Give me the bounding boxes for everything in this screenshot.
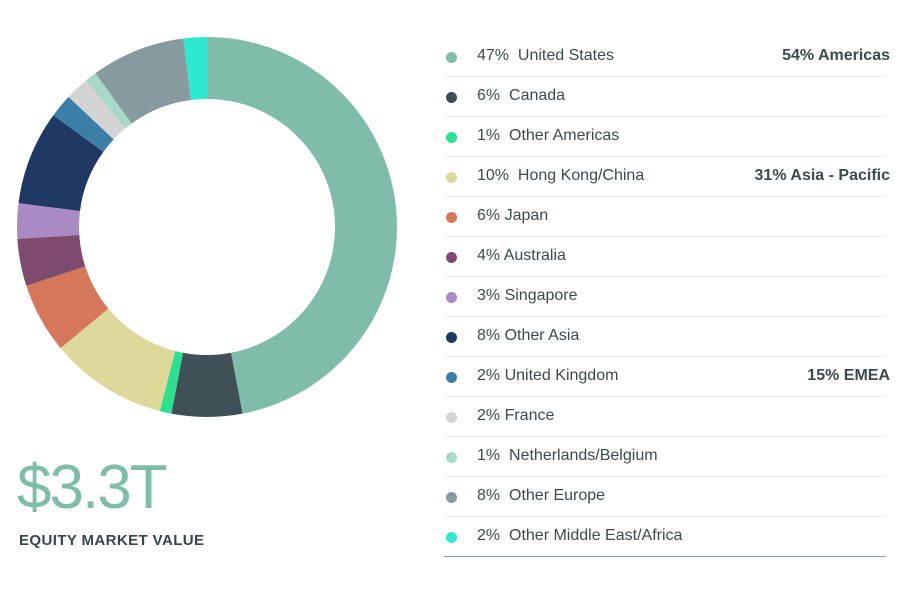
legend-label: 2% Other Middle East/Africa <box>477 527 683 544</box>
legend-dot-icon <box>446 292 457 303</box>
legend-item: 6% Canada <box>444 77 886 117</box>
legend-item: 10% Hong Kong/China 31% Asia - Pacific <box>444 157 890 197</box>
donut-slice <box>60 308 176 412</box>
legend-dot-icon <box>446 52 457 63</box>
donut-slice <box>183 37 207 101</box>
donut-slice <box>68 80 126 140</box>
legend-label: 1% Other Americas <box>477 127 620 144</box>
region-total-label: 31% Asia - Pacific <box>754 167 890 184</box>
region-total-label: 15% EMEA <box>807 367 890 384</box>
legend-item: 2% Other Middle East/Africa <box>444 517 886 557</box>
legend-dot-icon <box>446 412 457 423</box>
legend-item: 1% Other Americas <box>444 117 886 157</box>
legend-item: 3% Singapore <box>444 277 886 317</box>
donut-slice <box>95 38 191 124</box>
legend-dot-icon <box>446 332 457 343</box>
legend-label: 1% Netherlands/Belgium <box>477 447 658 464</box>
legend-dot-icon <box>446 252 457 263</box>
donut-slice <box>159 350 184 414</box>
donut-slice <box>17 203 81 239</box>
legend-item: 2% France <box>444 397 886 437</box>
donut-slice <box>53 96 114 152</box>
legend-dot-icon <box>446 492 457 503</box>
donut-slice <box>17 235 86 286</box>
legend-label: 8% Other Asia <box>477 327 580 344</box>
legend-label: 2% United Kingdom <box>477 367 619 384</box>
legend-item: 8% Other Europe <box>444 477 886 517</box>
total-value: $3.3T <box>17 453 168 522</box>
legend-item: 47% United States 54% Americas <box>444 37 890 77</box>
legend-item: 4% Australia <box>444 237 886 277</box>
legend-label: 6% Canada <box>477 87 566 104</box>
donut-svg <box>17 37 398 418</box>
legend-item: 6% Japan <box>444 197 886 237</box>
legend-dot-icon <box>446 452 457 463</box>
legend-dot-icon <box>446 132 457 143</box>
legend-dot-icon <box>446 532 457 543</box>
legend-label: 10% Hong Kong/China <box>477 167 645 184</box>
donut-slice <box>171 352 243 418</box>
legend-label: 4% Australia <box>477 247 566 264</box>
total-caption: EQUITY MARKET VALUE <box>19 532 205 549</box>
legend-item: 8% Other Asia <box>444 317 886 357</box>
legend-item: 2% United Kingdom 15% EMEA <box>444 357 890 397</box>
legend-label: 2% France <box>477 407 555 424</box>
legend-label: 3% Singapore <box>477 287 578 304</box>
legend-dot-icon <box>446 372 457 383</box>
region-total-label: 54% Americas <box>782 47 890 64</box>
legend-label: 8% Other Europe <box>477 487 606 504</box>
legend-dot-icon <box>446 172 457 183</box>
donut-slice <box>18 115 104 211</box>
legend-dot-icon <box>446 92 457 103</box>
legend-label: 6% Japan <box>477 207 549 224</box>
donut-slice <box>207 37 398 414</box>
legend-label: 47% United States <box>477 47 614 64</box>
legend-item: 1% Netherlands/Belgium <box>444 437 886 477</box>
donut-slice <box>85 73 132 129</box>
donut-slice <box>26 266 109 349</box>
donut-chart <box>0 20 420 440</box>
legend-dot-icon <box>446 212 457 223</box>
legend: 47% United States 54% Americas 6% Canada 1%… <box>444 37 890 557</box>
